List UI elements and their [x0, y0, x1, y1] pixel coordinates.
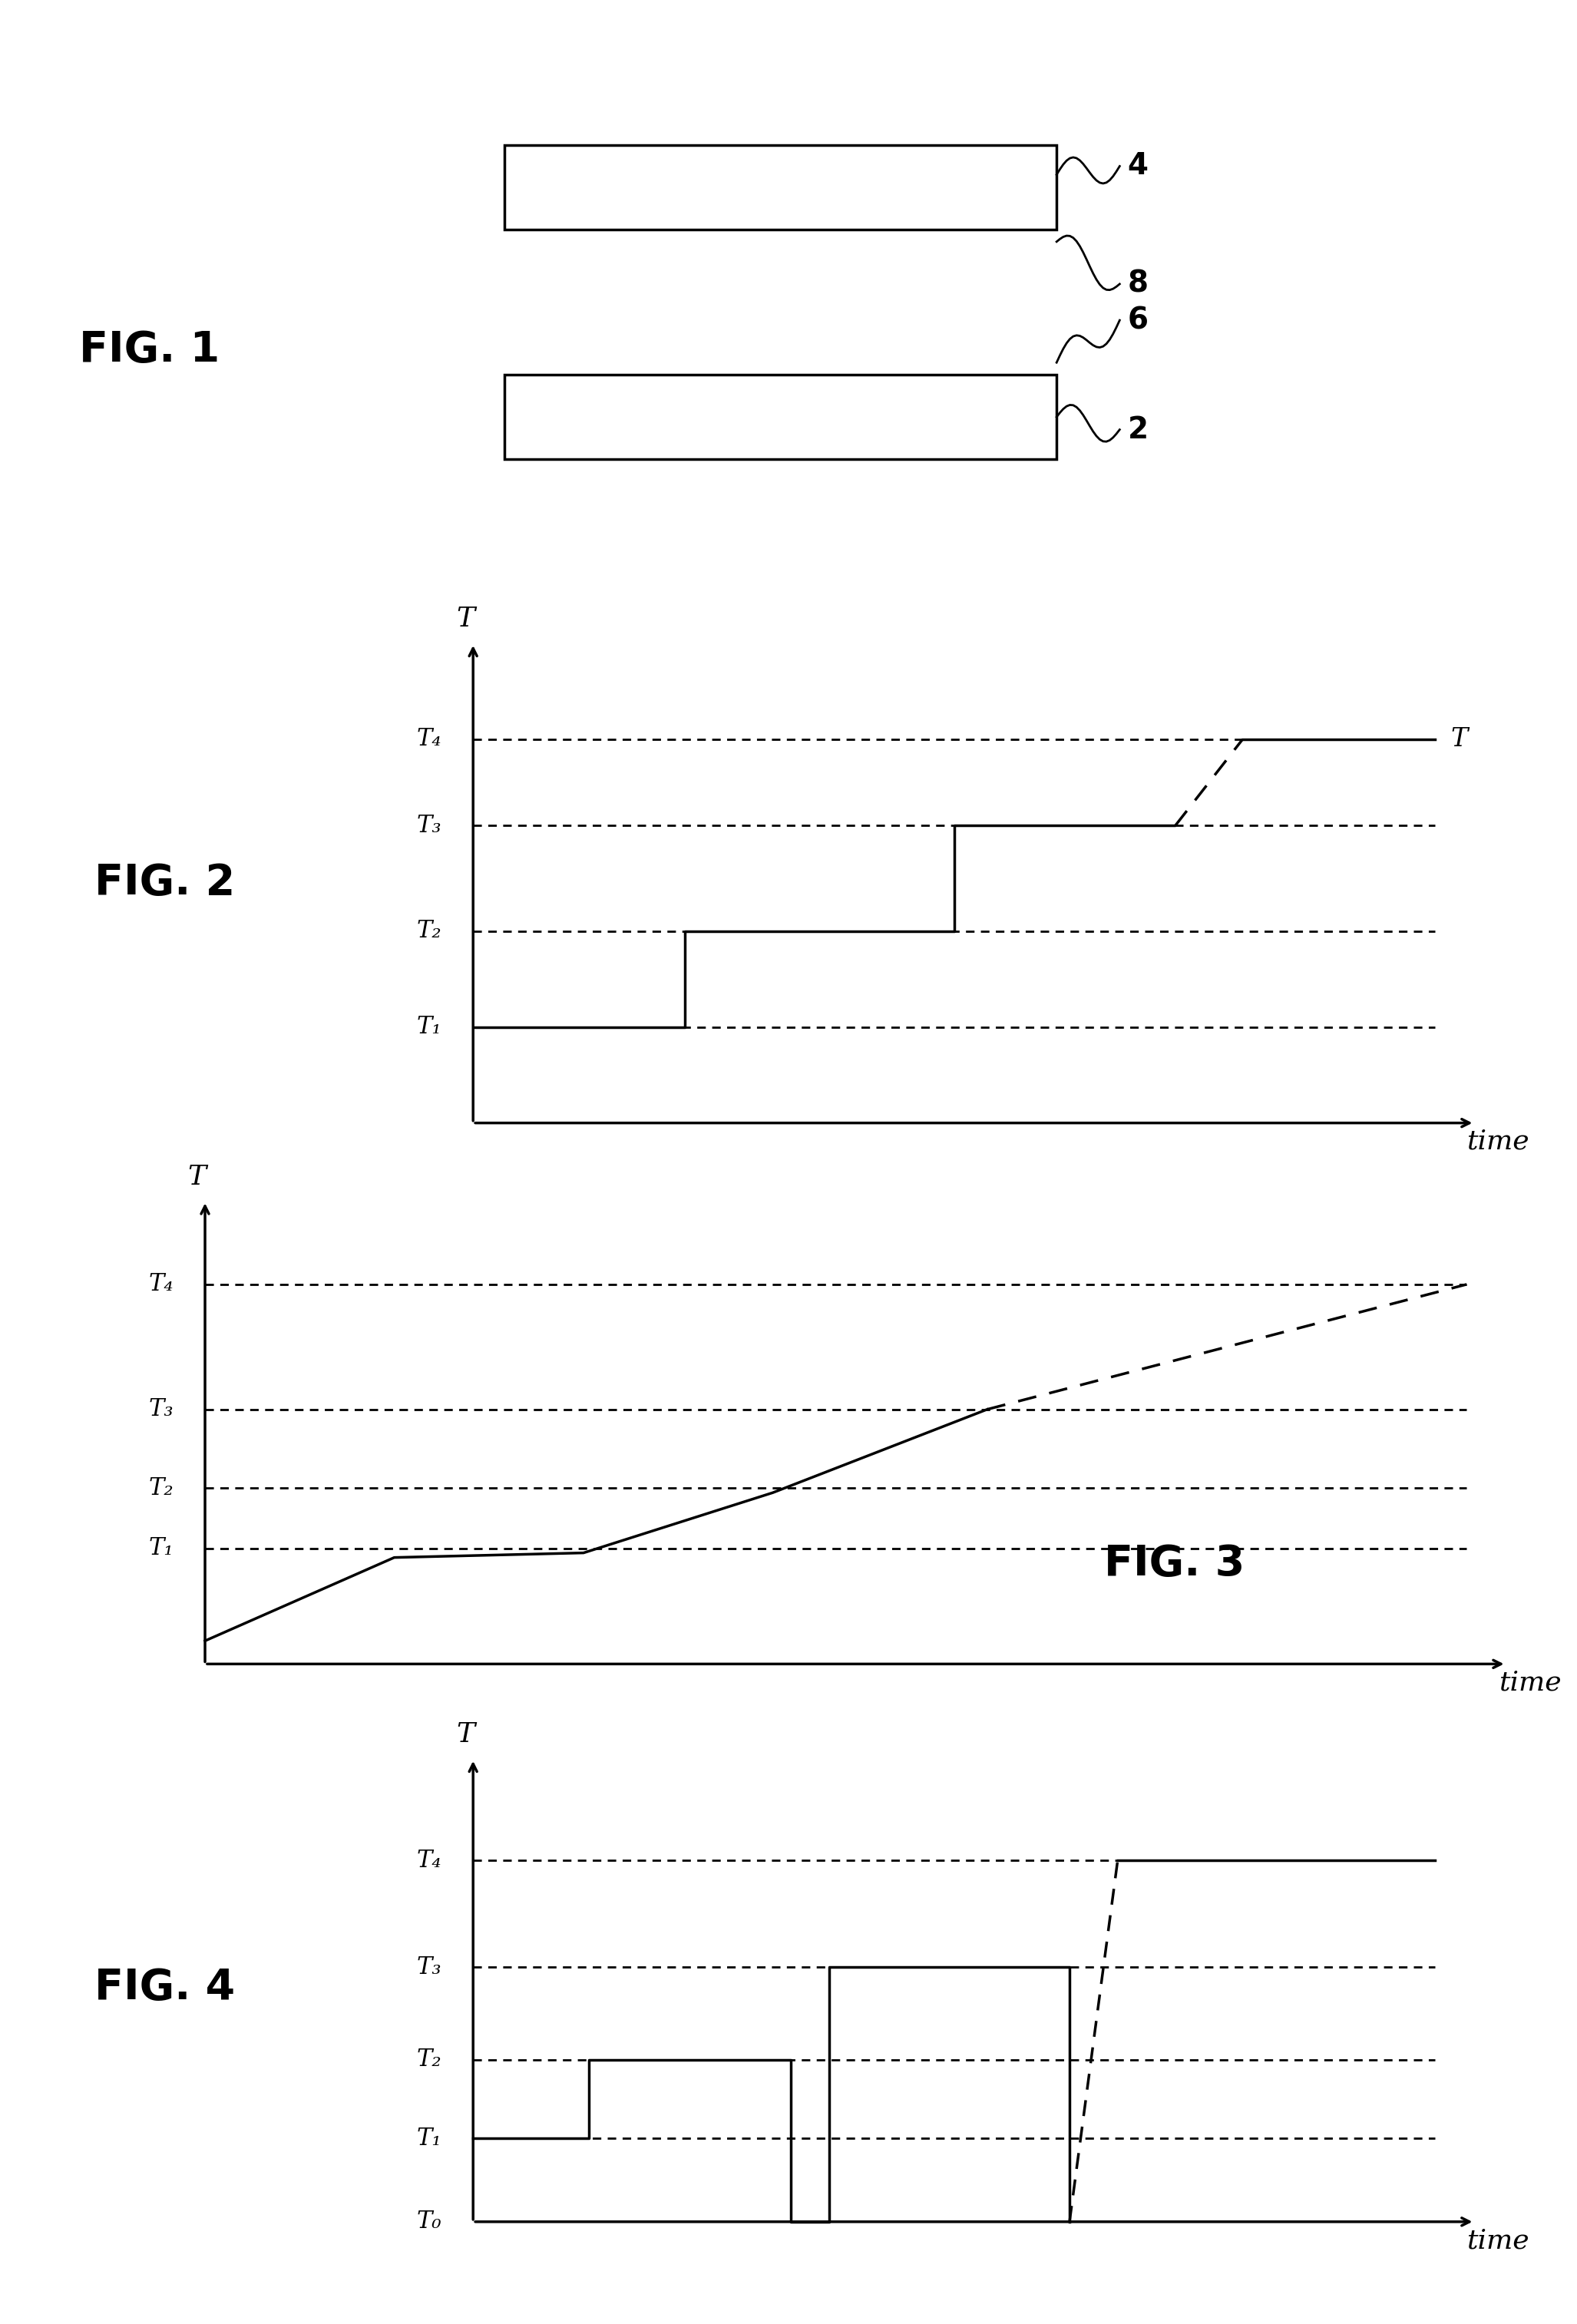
Text: FIG. 2: FIG. 2	[95, 862, 235, 904]
Text: T: T	[188, 1164, 207, 1190]
Text: T₄: T₄	[416, 1850, 442, 1873]
Text: 6: 6	[1128, 307, 1148, 335]
Text: T₃: T₃	[416, 1954, 442, 1980]
Text: T₄: T₄	[148, 1274, 173, 1297]
Text: T₃: T₃	[416, 813, 442, 837]
Text: FIG. 3: FIG. 3	[1104, 1543, 1244, 1585]
Text: 2: 2	[1128, 416, 1148, 444]
Bar	[505, 144, 1057, 230]
Text: time: time	[1467, 2226, 1530, 2254]
Text: T₂: T₂	[148, 1476, 173, 1499]
Text: T₂: T₂	[416, 920, 442, 944]
Text: T₄: T₄	[416, 727, 442, 751]
Text: time: time	[1467, 1129, 1530, 1155]
Text: T₁: T₁	[416, 1016, 442, 1039]
Text: T₂: T₂	[416, 2047, 442, 2071]
Text: 4: 4	[1128, 151, 1148, 181]
Text: T: T	[456, 607, 475, 632]
Text: 8: 8	[1128, 270, 1148, 297]
Text: FIG. 1: FIG. 1	[79, 330, 219, 372]
Text: T₁: T₁	[416, 2126, 442, 2150]
Text: T: T	[1451, 727, 1468, 751]
Text: T: T	[456, 1722, 475, 1748]
Bar	[505, 374, 1057, 460]
Text: T₃: T₃	[148, 1397, 173, 1422]
Text: T₀: T₀	[416, 2210, 442, 2233]
Text: FIG. 4: FIG. 4	[95, 1966, 235, 2008]
Text: T₁: T₁	[148, 1536, 173, 1559]
Text: time: time	[1498, 1669, 1561, 1697]
